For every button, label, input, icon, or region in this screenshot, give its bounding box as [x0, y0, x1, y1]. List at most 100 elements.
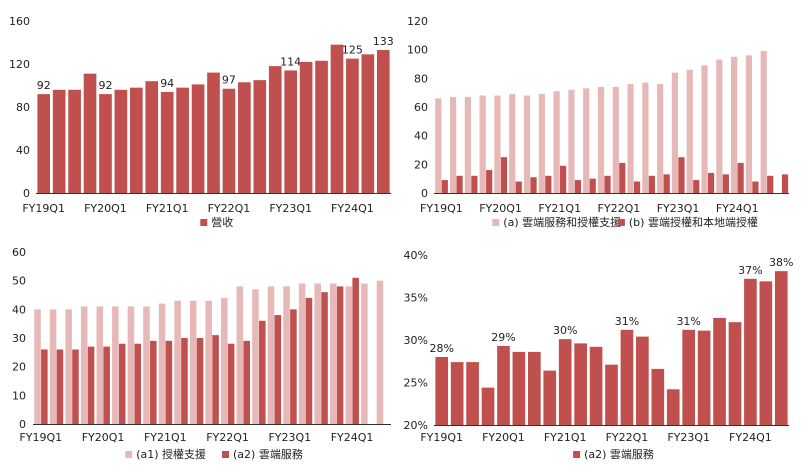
- bottom-left-bar-1-16: [283, 286, 290, 424]
- bottom-left-bar-1-9: [174, 300, 181, 424]
- bottom-right-bar-1-17: [697, 330, 711, 425]
- top-right-bar-2-5: [515, 181, 522, 193]
- top-right-bar-2-12: [619, 162, 626, 193]
- top-right-bar-1-2: [464, 96, 471, 193]
- bottom-left-bar-1-20: [345, 286, 353, 424]
- top-left-bar-1-8: [160, 91, 174, 193]
- top-right-bar-1-20: [731, 56, 738, 193]
- top-right-bar-2-19: [722, 174, 729, 193]
- bottom-right-bar-1-20: [744, 278, 757, 425]
- bottom-right-xtick-label: FY24Q1: [729, 431, 772, 444]
- top-right-bar-2-9: [574, 180, 582, 193]
- top-left-legend-swatch-1: [200, 219, 208, 226]
- top-left-ytick-label: 0: [23, 187, 30, 200]
- top-left-bar-1-2: [68, 89, 81, 193]
- top-right-bar-2-14: [648, 175, 655, 193]
- bottom-left-bar-2-0: [41, 349, 48, 424]
- bottom-left-bar-2-2: [72, 349, 79, 424]
- top-left-bar-1-9: [176, 87, 189, 193]
- top-right-bar-1-16: [671, 72, 679, 193]
- bottom-left-bar-2-7: [150, 340, 157, 424]
- top-right-bar-1-3: [479, 95, 486, 193]
- top-left-xtick-label: FY20Q1: [84, 202, 127, 215]
- top-left-bar-1-17: [299, 61, 313, 193]
- top-left-bar-1-14: [253, 80, 267, 194]
- bottom-right-ytick-label: 35%: [404, 292, 428, 305]
- bottom-right-ytick-label: 30%: [404, 334, 428, 347]
- bottom-right-bar-1-14: [651, 368, 665, 425]
- bottom-left-bar-2-9: [181, 338, 188, 424]
- bottom-left-bar-2-5: [118, 343, 126, 424]
- top-right-bar-1-6: [523, 95, 531, 193]
- bottom-right-xtick-label: FY22Q1: [606, 431, 649, 444]
- top-left-xtick-label: FY24Q1: [331, 202, 374, 215]
- top-left-bar-1-18: [315, 60, 328, 193]
- top-right-bar-1-10: [583, 88, 590, 193]
- top-right-bar-1-12: [612, 86, 619, 193]
- top-right-bar-2-6: [530, 177, 537, 193]
- bottom-left-xtick-label: FY19Q1: [19, 431, 62, 444]
- bottom-left-bar-1-3: [80, 306, 88, 424]
- bottom-left-bar-2-10: [196, 338, 204, 424]
- top-left-bar-1-12: [222, 88, 236, 193]
- top-left-bar-1-1: [52, 89, 66, 193]
- bottom-left-bar-1-7: [143, 306, 150, 424]
- top-right-bar-2-20: [737, 162, 744, 193]
- top-right-bar-2-15: [663, 174, 670, 193]
- bottom-left-bar-1-6: [127, 306, 135, 424]
- top-right-ytick-label: 120: [407, 15, 428, 28]
- top-right-bar-2-18: [707, 172, 715, 193]
- top-right-xtick-label: FY21Q1: [538, 202, 581, 215]
- bottom-right-bar-1-13: [636, 336, 649, 425]
- bottom-left-bar-1-21: [361, 283, 368, 424]
- top-right-legend-swatch-2: [617, 219, 625, 226]
- top-right-xtick-label: FY24Q1: [716, 202, 759, 215]
- top-right-ytick-label: 80: [414, 72, 428, 85]
- bottom-left-bar-1-15: [267, 286, 275, 424]
- bottom-left-bar-2-4: [103, 346, 110, 424]
- top-right-xtick-label: FY20Q1: [479, 202, 522, 215]
- bottom-left-bar-1-18: [314, 283, 321, 424]
- bottom-right-bar-1-12: [620, 329, 634, 425]
- top-left-bar-1-15: [268, 66, 282, 193]
- bottom-right-bar-1-3: [481, 387, 495, 425]
- bottom-left-bar-2-6: [134, 343, 142, 424]
- bottom-left-bar-1-8: [158, 303, 166, 424]
- top-right-bar-1-13: [627, 84, 634, 193]
- top-right-bar-1-5: [509, 94, 516, 193]
- top-right-bar-2-17: [693, 180, 700, 193]
- bottom-right-data-label: 38%: [769, 256, 793, 269]
- bottom-right-bar-1-16: [682, 329, 696, 425]
- bottom-left-bar-1-19: [329, 283, 337, 424]
- top-right-bar-1-0: [435, 98, 442, 193]
- bottom-left-xtick-label: FY20Q1: [82, 431, 125, 444]
- top-left-data-label: 92: [37, 79, 51, 92]
- top-right-bar-2-23: [781, 174, 789, 193]
- bottom-left-xtick-label: FY22Q1: [206, 431, 249, 444]
- top-right-bar-1-4: [494, 95, 501, 193]
- top-left-legend-label-1: 營收: [211, 215, 233, 229]
- bottom-right-data-label: 31%: [615, 315, 639, 328]
- top-right-bar-1-15: [657, 84, 664, 193]
- bottom-right-bar-1-15: [666, 389, 680, 425]
- bottom-right-bar-1-18: [713, 317, 726, 425]
- top-left-data-label: 125: [342, 44, 363, 57]
- bottom-right-data-label: 29%: [491, 331, 515, 344]
- bottom-right-bar-1-5: [512, 351, 526, 425]
- top-right-bar-1-19: [716, 59, 723, 194]
- top-right-bar-1-8: [553, 91, 560, 193]
- bottom-left-bar-2-16: [290, 309, 297, 424]
- bottom-right-bar-1-7: [543, 370, 557, 425]
- bottom-right-bar-1-6: [528, 351, 541, 425]
- top-right-bar-2-13: [633, 181, 641, 193]
- bottom-right-bar-1-22: [774, 271, 788, 425]
- top-left-xtick-label: FY23Q1: [269, 202, 312, 215]
- top-left-xtick-label: FY19Q1: [22, 202, 65, 215]
- top-left-bar-1-20: [346, 58, 359, 194]
- top-left-bar-1-13: [238, 82, 251, 193]
- top-right-bar-1-18: [701, 65, 708, 193]
- bottom-left-legend-swatch-1: [125, 451, 133, 458]
- top-left-bar-1-0: [37, 94, 51, 193]
- top-right-bar-1-11: [597, 86, 605, 193]
- top-right-bar-1-22: [760, 51, 767, 193]
